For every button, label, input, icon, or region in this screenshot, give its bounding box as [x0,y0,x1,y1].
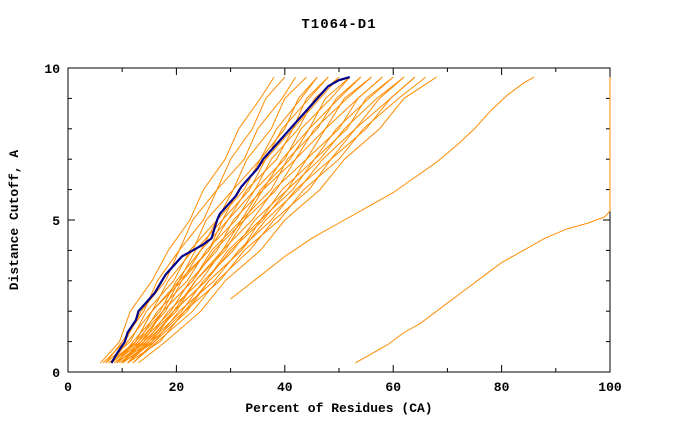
x-tick-label: 0 [64,380,72,395]
model-curve [108,76,340,364]
model-curve [111,76,351,364]
model-curve-outlier [230,76,535,300]
model-curve [111,76,329,364]
x-tick-label: 60 [385,380,401,395]
x-axis-label: Percent of Residues (CA) [245,401,432,416]
y-tick-label: 0 [52,366,60,381]
x-tick-label: 20 [169,380,185,395]
y-axis-label: Distance Cutoff, A [7,150,22,291]
model-curve [102,76,297,364]
y-tick-label: 5 [52,214,60,229]
chart-title: T1064-D1 [301,17,376,33]
model-curve [127,76,405,364]
model-curve [121,76,372,364]
x-tick-label: 100 [598,380,622,395]
model-curve [119,76,405,364]
model-curve [116,76,383,364]
model-curve [116,76,340,364]
model-curve [100,76,275,364]
x-tick-label: 80 [494,380,510,395]
model-curve [105,76,286,364]
plot-area: 0 20 40 60 80 100 0 5 10 [44,62,622,395]
model-curve [121,76,416,364]
model-curve [111,76,307,364]
model-curve-outlier [355,77,611,364]
model-curve [132,76,416,364]
x-tick-label: 40 [277,380,293,395]
y-tick-label: 10 [44,62,60,77]
model-curve [138,76,437,364]
highlight-curve [110,76,351,364]
model-curve [127,76,427,364]
